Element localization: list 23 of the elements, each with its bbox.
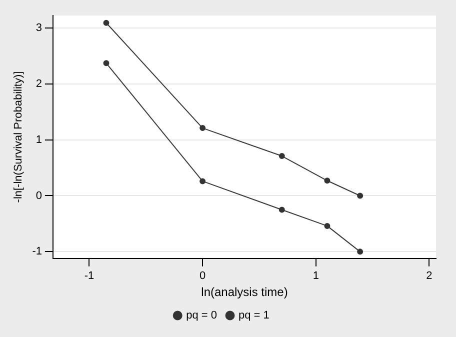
point [200,125,206,132]
point [278,153,285,160]
y-tick-label: 3 [36,22,42,34]
x-axis-title: ln(analysis time) [201,285,288,300]
point [324,178,330,184]
y-tick-label: 1 [36,134,42,146]
point [278,206,285,213]
point [200,178,206,184]
point [103,20,110,26]
point [103,60,110,66]
y-tick-label: 0 [36,190,42,202]
x-tick-label: 1 [312,270,319,282]
x-tick-label: 2 [426,270,432,282]
point [357,192,364,199]
x-tick-label: 0 [200,270,206,282]
y-tick-label: 2 [36,78,42,90]
point [357,248,364,255]
legend-label: pq = 1 [238,310,270,322]
point [324,222,330,229]
y-tick-label: -1 [32,246,42,258]
y-axis-title: -ln[-ln(Survival Probability)] [12,71,25,203]
x-tick-label: -1 [84,270,94,282]
legend-label: pq = 0 [186,310,217,322]
